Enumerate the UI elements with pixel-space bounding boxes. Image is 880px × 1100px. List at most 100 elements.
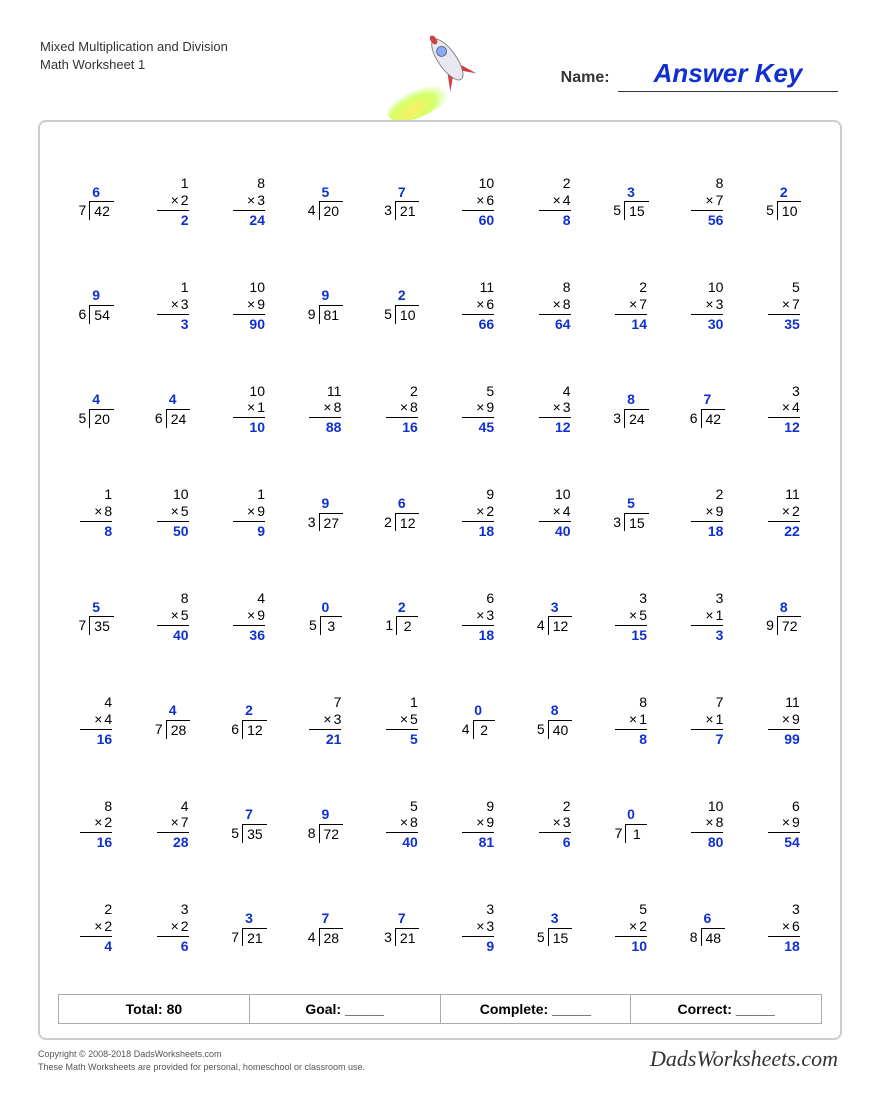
quotient-answer: 5 [613, 495, 648, 513]
product-answer: 3 [157, 315, 189, 333]
multiplicand: 1 [233, 486, 265, 503]
division-problem: 3412 [537, 599, 572, 636]
multiplier: ×6 [462, 192, 494, 211]
problem-cell: 4×312 [516, 358, 592, 462]
multiplication-problem: 6×954 [768, 798, 800, 851]
problem-cell: 8324 [593, 358, 669, 462]
division-problem: 4728 [155, 702, 190, 739]
multiplicand: 10 [233, 383, 265, 400]
quotient-answer: 4 [79, 391, 114, 409]
product-answer: 99 [768, 730, 800, 748]
multiplicand: 11 [768, 694, 800, 711]
dividend: 28 [319, 928, 344, 947]
problem-cell: 8×756 [669, 150, 745, 254]
multiplier: ×4 [539, 192, 571, 211]
product-answer: 36 [233, 626, 265, 644]
summary-bar: Total: 80 Goal: _____ Complete: _____ Co… [58, 994, 822, 1024]
problem-cell: 11×888 [287, 358, 363, 462]
problem-cell: 2×714 [593, 254, 669, 358]
quotient-answer: 6 [384, 495, 419, 513]
dividend: 42 [701, 409, 726, 428]
product-answer: 50 [157, 522, 189, 540]
division-problem: 5735 [79, 599, 114, 636]
multiplier: ×2 [615, 918, 647, 937]
multiplicand: 7 [691, 694, 723, 711]
problem-cell: 7642 [669, 358, 745, 462]
problem-cell: 3×412 [746, 358, 822, 462]
multiplication-problem: 10×990 [233, 279, 265, 332]
divisor: 9 [766, 616, 777, 634]
dividend: 24 [166, 409, 191, 428]
quotient-answer: 3 [537, 910, 572, 928]
multiplier: ×1 [691, 607, 723, 626]
problem-cell: 7428 [287, 876, 363, 980]
product-answer: 8 [539, 211, 571, 229]
problem-cell: 4×936 [211, 565, 287, 669]
problem-cell: 8×18 [593, 669, 669, 773]
multiplier: ×5 [386, 711, 418, 730]
problem-cell: 1×33 [134, 254, 210, 358]
dividend: 2 [473, 720, 495, 739]
problem-cell: 6848 [669, 876, 745, 980]
product-answer: 7 [691, 730, 723, 748]
multiplier: ×7 [157, 814, 189, 833]
product-answer: 80 [691, 833, 723, 851]
divisor: 3 [384, 201, 395, 219]
problem-cell: 6212 [364, 461, 440, 565]
product-answer: 66 [462, 315, 494, 333]
product-answer: 18 [691, 522, 723, 540]
problem-cell: 3412 [516, 565, 592, 669]
division-problem: 8324 [613, 391, 648, 428]
product-answer: 22 [768, 522, 800, 540]
product-answer: 3 [691, 626, 723, 644]
product-answer: 45 [462, 418, 494, 436]
multiplicand: 2 [386, 383, 418, 400]
divisor: 3 [613, 409, 624, 427]
footer-site-logo: DadsWorksheets.com [650, 1044, 838, 1075]
quotient-answer: 2 [385, 599, 418, 617]
division-problem: 9981 [308, 287, 343, 324]
dividend: 15 [624, 513, 649, 532]
problem-cell: 7321 [364, 876, 440, 980]
problem-cell: 11×666 [440, 254, 516, 358]
quotient-answer: 0 [309, 599, 342, 617]
dividend: 40 [548, 720, 573, 739]
product-answer: 8 [80, 522, 112, 540]
quotient-answer: 3 [613, 184, 648, 202]
quotient-answer: 3 [537, 599, 572, 617]
quotient-answer: 2 [384, 287, 419, 305]
problem-cell: 1×88 [58, 461, 134, 565]
multiplicand: 1 [157, 279, 189, 296]
multiplication-problem: 4×728 [157, 798, 189, 851]
dividend: 12 [242, 720, 267, 739]
multiplication-problem: 9×218 [462, 486, 494, 539]
multiplication-problem: 8×864 [539, 279, 571, 332]
multiplier: ×9 [462, 814, 494, 833]
dividend: 72 [777, 616, 802, 635]
quotient-answer: 0 [462, 702, 495, 720]
divisor: 2 [384, 513, 395, 531]
product-answer: 40 [539, 522, 571, 540]
multiplicand: 1 [386, 694, 418, 711]
summary-correct: Correct: _____ [631, 995, 821, 1023]
multiplication-problem: 1×22 [157, 175, 189, 228]
multiplicand: 8 [157, 590, 189, 607]
product-answer: 12 [768, 418, 800, 436]
multiplicand: 4 [157, 798, 189, 815]
product-answer: 18 [768, 937, 800, 955]
multiplier: ×6 [462, 296, 494, 315]
dividend: 81 [319, 305, 344, 324]
multiplicand: 3 [462, 901, 494, 918]
multiplication-problem: 8×756 [691, 175, 723, 228]
divisor: 4 [308, 928, 319, 946]
multiplicand: 5 [386, 798, 418, 815]
division-problem: 4624 [155, 391, 190, 428]
product-answer: 64 [539, 315, 571, 333]
multiplier: ×1 [691, 711, 723, 730]
multiplicand: 10 [462, 175, 494, 192]
divisor: 4 [537, 616, 548, 634]
dividend: 10 [395, 305, 420, 324]
divisor: 6 [79, 305, 90, 323]
quotient-answer: 2 [231, 702, 266, 720]
divisor: 5 [537, 928, 548, 946]
